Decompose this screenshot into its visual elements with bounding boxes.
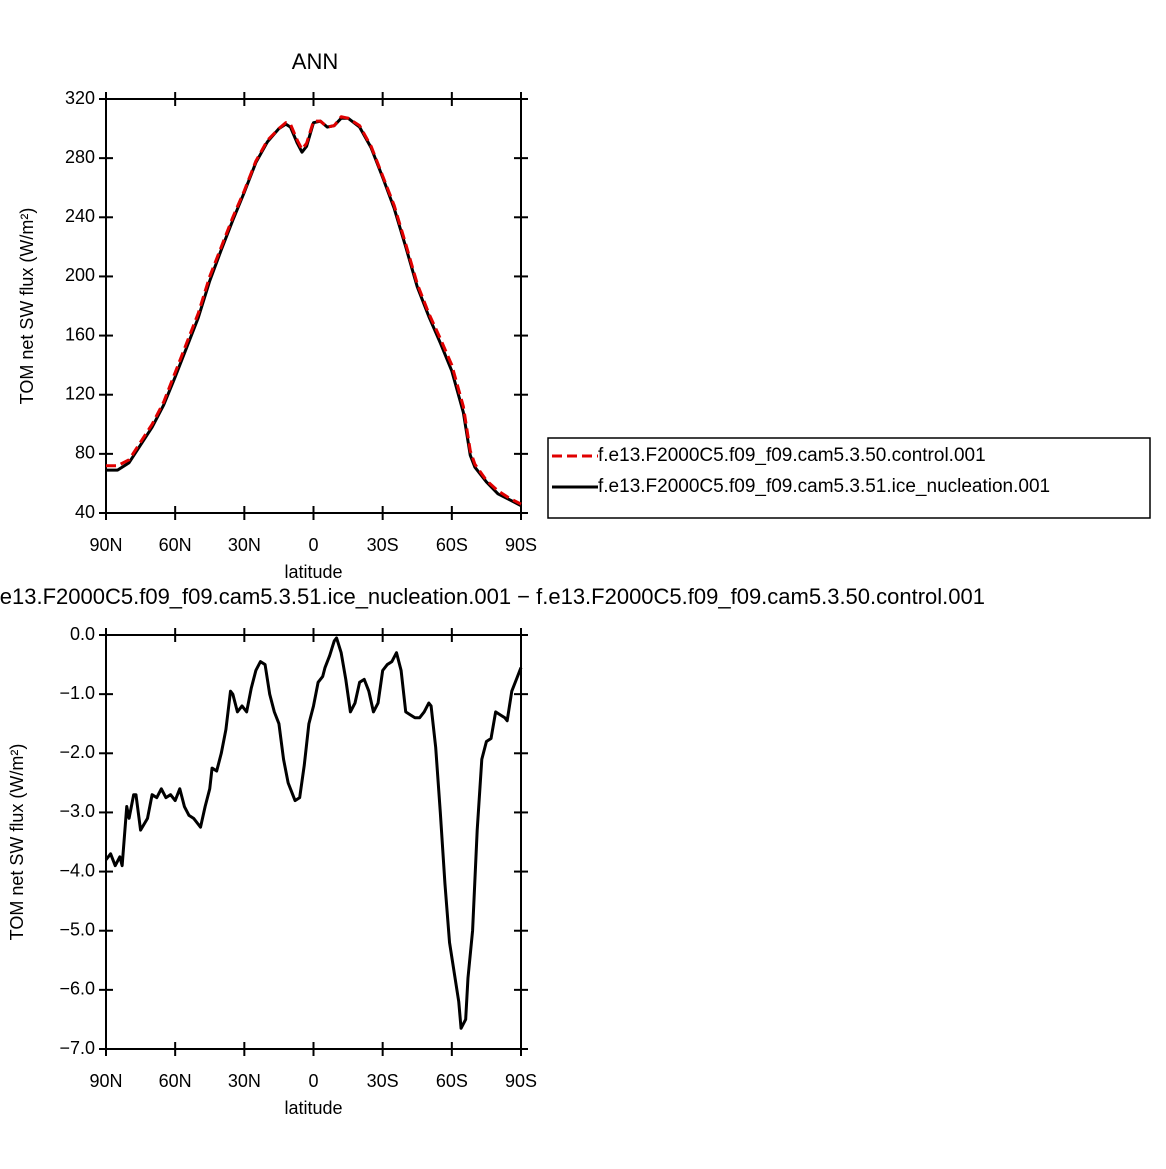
y-tick-label: −1.0: [59, 683, 95, 703]
data-line: [104, 636, 523, 1030]
x-tick-label: 60S: [436, 535, 468, 555]
y-tick-label: −3.0: [59, 801, 95, 821]
x-tick-label: 30N: [228, 1071, 261, 1091]
y-axis-label: TOM net SW flux (W/m²): [17, 208, 37, 405]
data-line: [106, 116, 522, 507]
chart-title: ANN: [292, 49, 338, 74]
legend-label: f.e13.F2000C5.f09_f09.cam5.3.51.ice_nucl…: [598, 476, 1050, 497]
y-tick-label: −6.0: [59, 979, 95, 999]
legend-box: [547, 437, 1151, 519]
x-axis-label: latitude: [284, 1098, 342, 1118]
plot-frame: [105, 634, 522, 1050]
x-tick-label: 0: [308, 535, 318, 555]
x-tick-label: 60N: [159, 535, 192, 555]
x-tick-label: 90S: [505, 1071, 537, 1091]
plot-frame: [105, 98, 522, 514]
y-tick-label: 200: [65, 265, 95, 285]
y-tick-label: −5.0: [59, 919, 95, 939]
y-tick-label: 40: [75, 502, 95, 522]
x-tick-label: 90N: [89, 1071, 122, 1091]
y-tick-label: 320: [65, 88, 95, 108]
y-tick-label: −7.0: [59, 1038, 95, 1058]
y-tick-label: 240: [65, 206, 95, 226]
chart-title: f.e13.F2000C5.f09_f09.cam5.3.51.ice_nucl…: [0, 584, 985, 609]
x-tick-label: 60N: [159, 1071, 192, 1091]
x-tick-label: 30N: [228, 535, 261, 555]
x-tick-label: 30S: [367, 535, 399, 555]
y-tick-label: 120: [65, 383, 95, 403]
x-tick-label: 0: [308, 1071, 318, 1091]
y-tick-label: 160: [65, 324, 95, 344]
x-tick-label: 60S: [436, 1071, 468, 1091]
x-tick-label: 90S: [505, 535, 537, 555]
x-tick-label: 90N: [89, 535, 122, 555]
data-line: [106, 115, 522, 506]
y-tick-label: −4.0: [59, 860, 95, 880]
y-tick-label: 280: [65, 147, 95, 167]
y-tick-label: 0.0: [70, 624, 95, 644]
legend-label: f.e13.F2000C5.f09_f09.cam5.3.50.control.…: [598, 445, 986, 466]
x-tick-label: 30S: [367, 1071, 399, 1091]
y-tick-label: 80: [75, 443, 95, 463]
y-axis-label: TOM net SW flux (W/m²): [7, 744, 27, 941]
y-tick-label: −2.0: [59, 742, 95, 762]
legend: f.e13.F2000C5.f09_f09.cam5.3.50.control.…: [547, 437, 1151, 519]
x-axis-label: latitude: [284, 562, 342, 582]
